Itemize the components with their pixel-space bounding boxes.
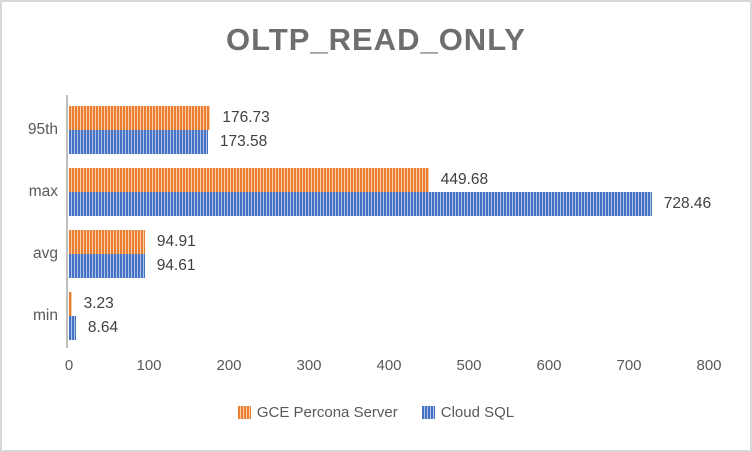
bar-cloud-sql-95th [69, 130, 208, 154]
data-label-gce-percona-server-max: 449.68 [440, 171, 489, 188]
x-tick-label-200: 200 [216, 357, 242, 374]
legend-swatch-icon [237, 406, 251, 419]
data-label-gce-percona-server-min: 3.23 [83, 295, 114, 312]
legend-label: GCE Percona Server [256, 404, 398, 421]
category-label-min: min [33, 307, 58, 324]
x-tick-label-0: 0 [64, 357, 74, 374]
x-tick-label-700: 700 [616, 357, 642, 374]
bar-gce-percona-server-avg [69, 230, 145, 254]
bar-cloud-sql-max [69, 192, 652, 216]
x-tick-label-300: 300 [296, 357, 322, 374]
bar-gce-percona-server-95th [69, 106, 211, 130]
chart-title: OLTP_READ_ONLY [226, 22, 526, 57]
bar-gce-percona-server-max [69, 168, 429, 192]
data-label-gce-percona-server-95th: 176.73 [222, 109, 270, 126]
x-tick-label-100: 100 [136, 357, 162, 374]
data-label-cloud-sql-95th: 173.58 [219, 133, 268, 150]
bar-gce-percona-server-min [69, 292, 72, 316]
bar-cloud-sql-avg [69, 254, 145, 278]
x-tick-label-600: 600 [536, 357, 562, 374]
legend-item-cloud-sql: Cloud SQL [421, 404, 515, 421]
data-label-cloud-sql-min: 8.64 [87, 319, 119, 336]
x-tick-label-800: 800 [696, 357, 722, 374]
y-axis-line [66, 95, 68, 348]
legend-swatch-icon [421, 406, 435, 419]
bar-cloud-sql-min [69, 316, 76, 340]
category-label-max: max [28, 183, 58, 200]
x-tick-label-500: 500 [456, 357, 482, 374]
legend-item-gce-percona-server: GCE Percona Server [237, 404, 398, 421]
data-label-gce-percona-server-avg: 94.91 [156, 233, 196, 250]
legend: GCE Percona Server Cloud SQL [2, 404, 750, 421]
x-tick-label-400: 400 [376, 357, 402, 374]
category-label-avg: avg [33, 245, 58, 262]
data-label-cloud-sql-max: 728.46 [663, 195, 712, 212]
legend-label: Cloud SQL [440, 404, 515, 421]
data-label-cloud-sql-avg: 94.61 [156, 257, 196, 274]
category-label-95th: 95th [27, 121, 58, 138]
